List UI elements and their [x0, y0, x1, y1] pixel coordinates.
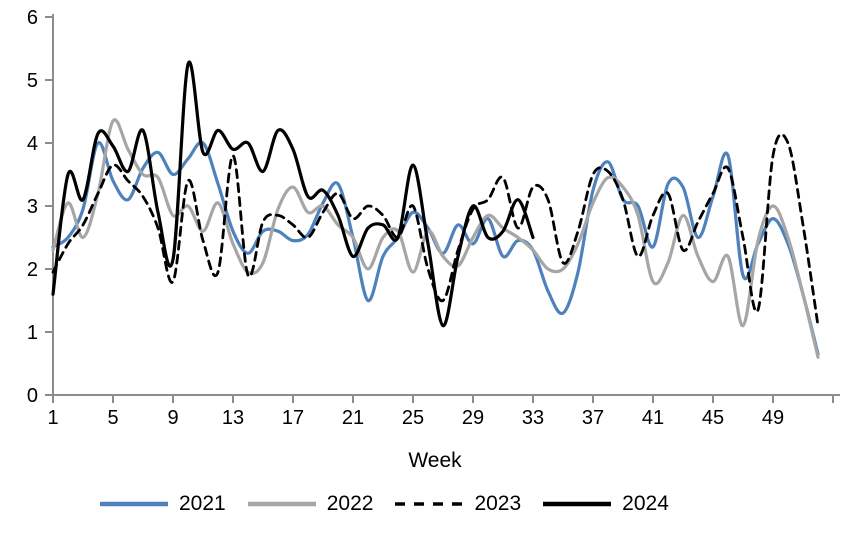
legend-item-2021: 2021 — [98, 492, 226, 516]
y-tick-label: 2 — [27, 259, 38, 281]
x-tick-label: 33 — [522, 407, 544, 429]
y-tick-label: 4 — [27, 133, 38, 155]
x-tick-label: 37 — [582, 407, 604, 429]
x-tick-label: 1 — [47, 407, 58, 429]
y-tick-label: 1 — [27, 322, 38, 344]
x-tick-label: 41 — [642, 407, 664, 429]
legend-label: 2023 — [474, 492, 522, 515]
x-tick-label: 49 — [762, 407, 784, 429]
x-tick-label: 9 — [167, 407, 178, 429]
legend-line-swatch-2022 — [247, 501, 316, 507]
legend: 2021 2022 2023 2024 — [0, 492, 852, 516]
series-line-2021 — [51, 140, 820, 356]
x-tick-label: 25 — [402, 407, 424, 429]
legend-label: 2021 — [179, 492, 226, 515]
legend-label: 2024 — [622, 492, 669, 515]
x-axis-title: Week — [408, 449, 462, 472]
legend-line-swatch-2023 — [395, 502, 464, 506]
series-line-2022 — [51, 118, 820, 359]
y-tick-label: 0 — [27, 385, 38, 407]
x-tick-label: 21 — [342, 407, 364, 429]
legend-item-2024: 2024 — [541, 492, 669, 516]
y-tick-label: 6 — [27, 7, 38, 29]
legend-label: 2022 — [326, 492, 374, 515]
legend-line-swatch-2021 — [100, 501, 168, 507]
legend-line-swatch-2024 — [543, 501, 612, 507]
x-tick-label: 45 — [702, 407, 724, 429]
x-tick-label: 13 — [222, 407, 244, 429]
x-tick-label: 17 — [282, 407, 304, 429]
y-tick-label: 5 — [27, 70, 38, 92]
legend-item-2022: 2022 — [246, 492, 374, 516]
y-tick-label: 3 — [27, 196, 38, 218]
series-line-2024 — [51, 60, 535, 328]
x-tick-label: 5 — [107, 407, 118, 429]
legend-item-2023: 2023 — [393, 492, 521, 516]
x-tick-label: 29 — [462, 407, 484, 429]
